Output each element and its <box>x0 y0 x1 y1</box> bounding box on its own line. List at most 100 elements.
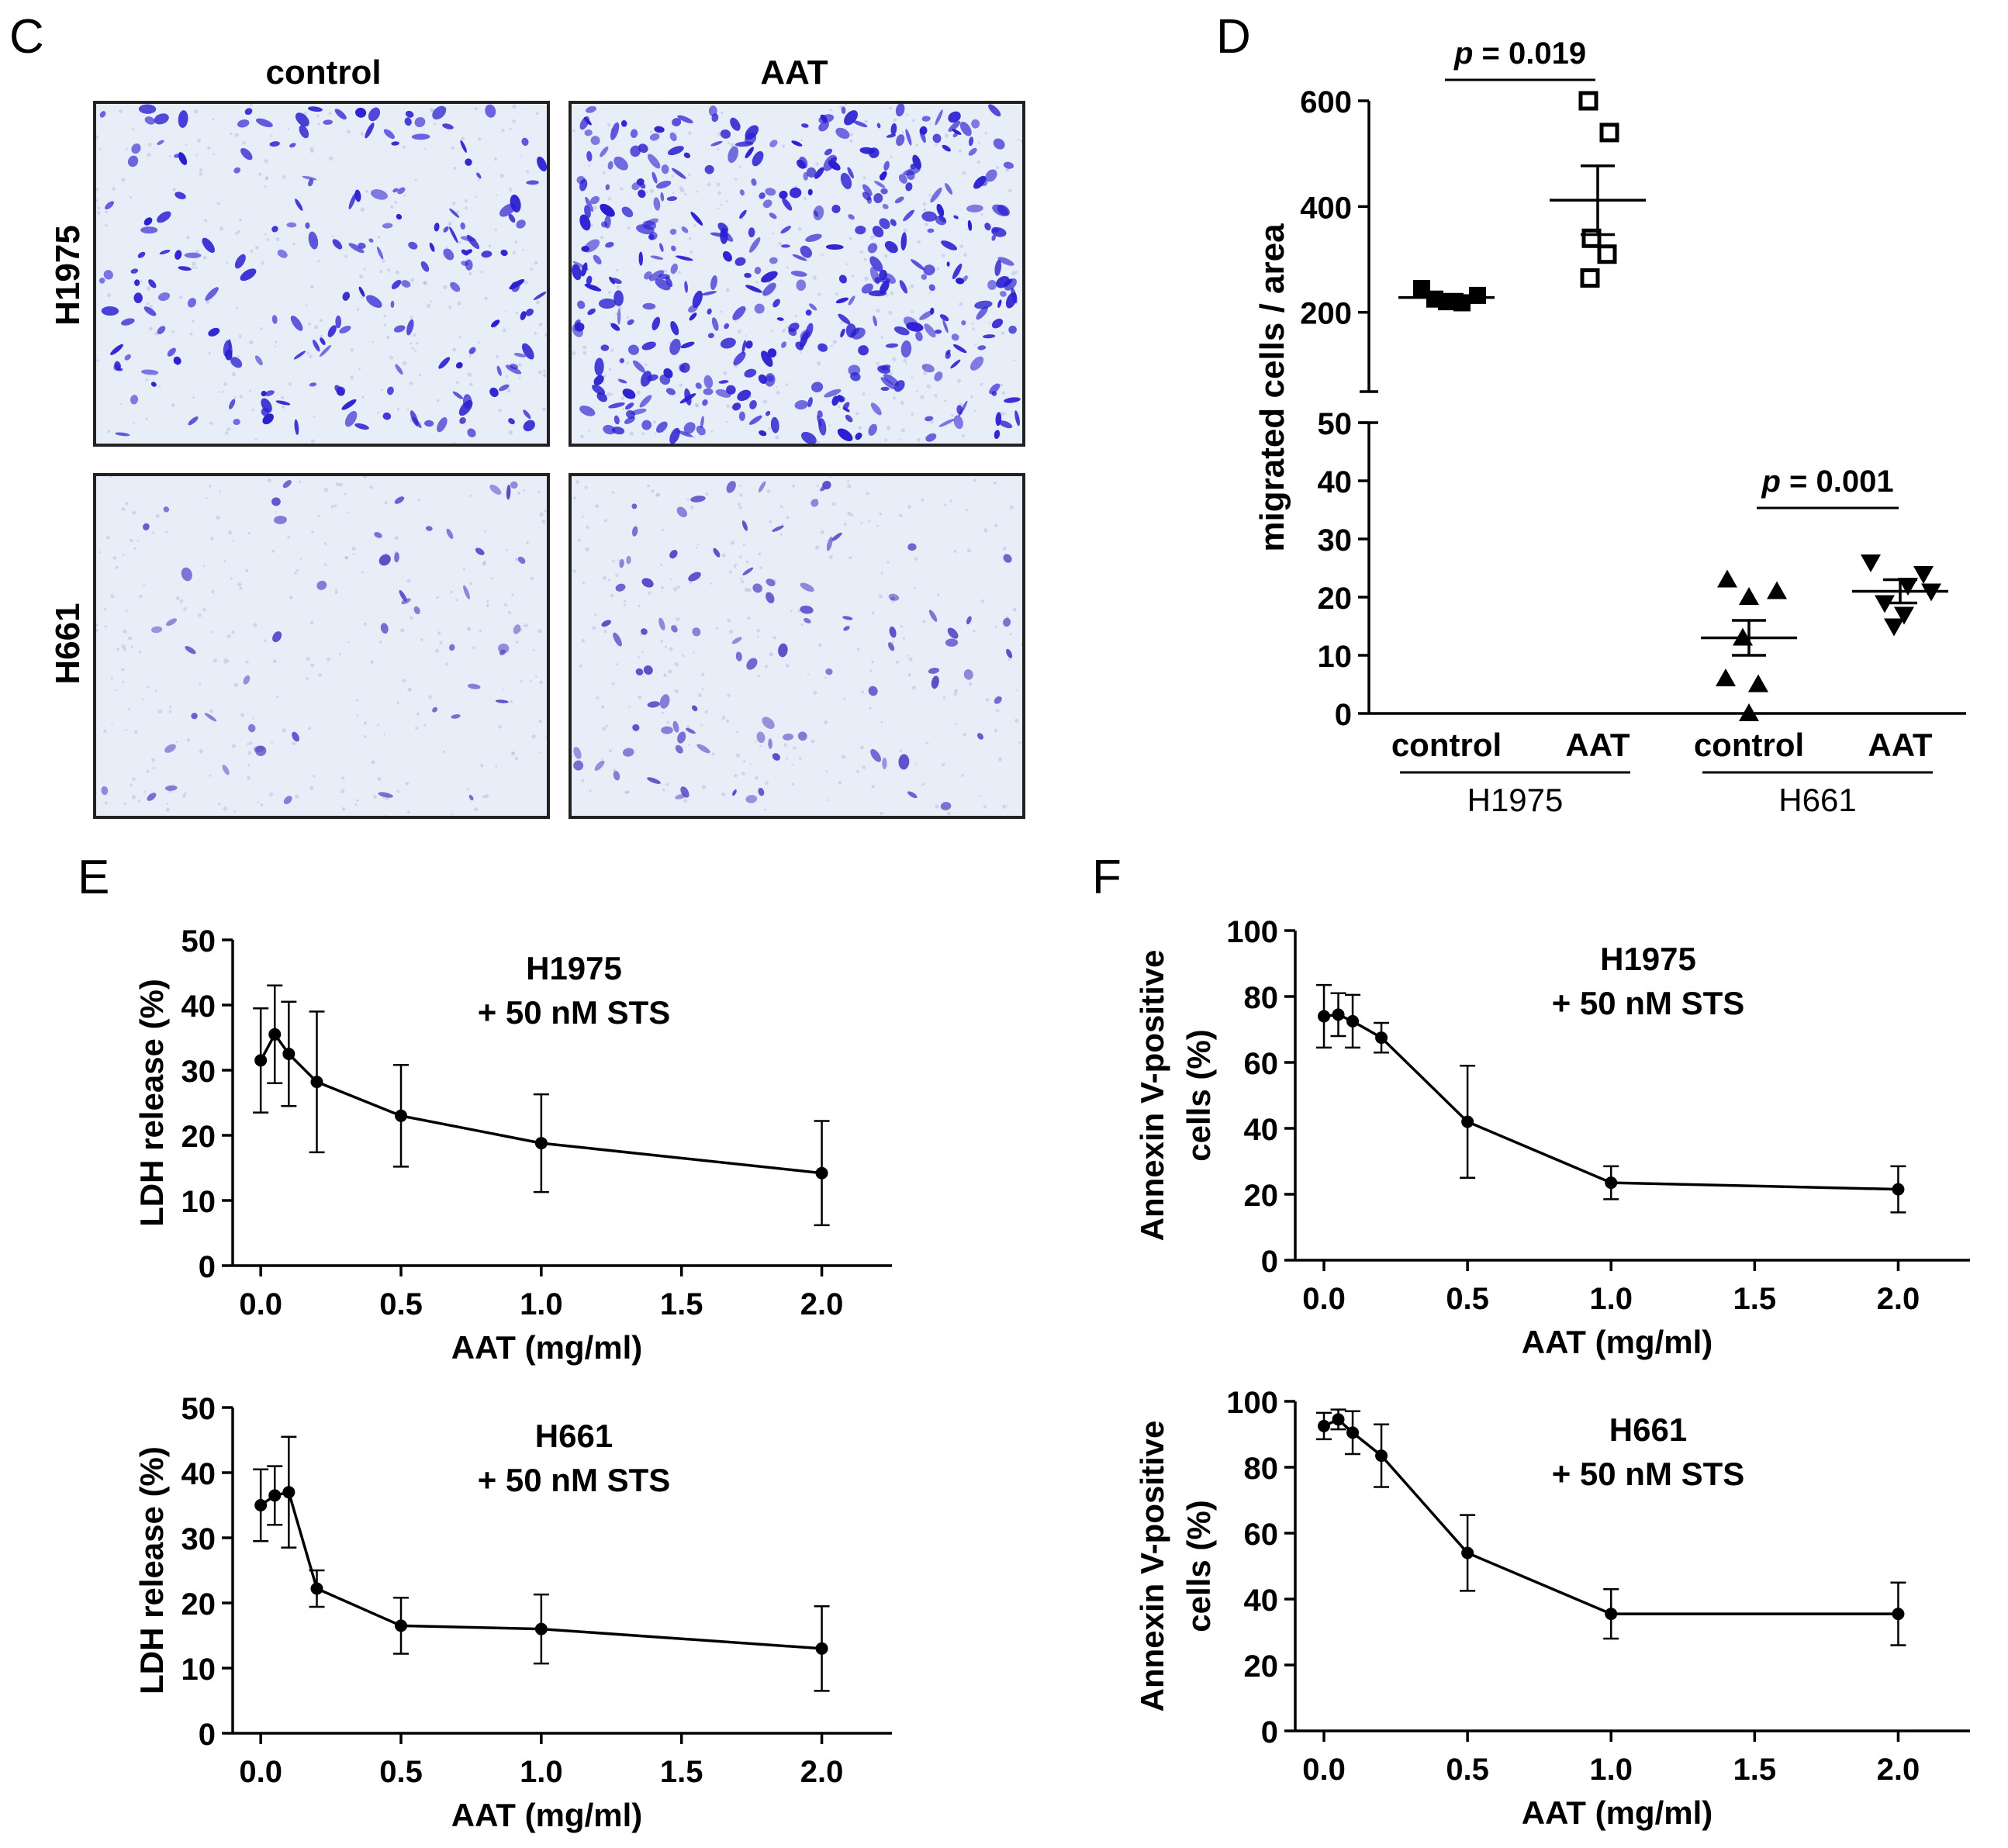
background-speckle <box>345 556 348 559</box>
stained-cell <box>690 212 703 226</box>
stained-cell <box>952 132 959 138</box>
background-speckle <box>889 106 892 110</box>
background-speckle <box>654 432 657 435</box>
stained-cell <box>820 114 828 123</box>
stained-cell <box>230 357 243 368</box>
stained-cell <box>745 147 754 159</box>
background-speckle <box>363 622 367 626</box>
background-speckle <box>859 250 863 254</box>
background-speckle <box>386 335 390 340</box>
background-speckle <box>472 646 475 650</box>
background-speckle <box>820 530 824 534</box>
background-speckle <box>530 679 532 682</box>
background-speckle <box>520 155 523 157</box>
background-speckle <box>185 143 188 147</box>
background-speckle <box>502 688 505 691</box>
background-speckle <box>603 630 607 634</box>
stained-cell <box>994 260 1002 276</box>
stained-cell <box>178 110 188 128</box>
stained-cell <box>120 318 135 326</box>
background-speckle <box>526 170 530 174</box>
stained-cell <box>619 358 625 364</box>
stained-cell <box>382 412 392 420</box>
stained-cell <box>98 278 105 284</box>
stained-cell <box>899 280 908 294</box>
background-speckle <box>309 620 314 625</box>
background-speckle <box>415 341 419 345</box>
background-speckle <box>817 643 822 648</box>
stained-cell <box>159 249 171 255</box>
stained-cell <box>523 420 535 432</box>
stained-cell <box>460 236 476 242</box>
stained-cell <box>605 184 610 191</box>
y-tick-label: 30 <box>181 1055 216 1089</box>
background-speckle <box>373 795 378 800</box>
stained-cell <box>413 606 420 615</box>
background-speckle <box>686 725 690 729</box>
background-speckle <box>131 795 137 800</box>
background-speckle <box>107 293 112 298</box>
background-speckle <box>731 541 735 545</box>
background-speckle <box>274 510 277 513</box>
stained-cell <box>702 399 708 406</box>
background-speckle <box>280 396 285 399</box>
background-speckle <box>735 753 741 758</box>
background-speckle <box>123 802 126 805</box>
background-speckle <box>430 300 432 302</box>
stained-cell <box>579 178 588 192</box>
background-speckle <box>993 482 997 485</box>
stained-cell <box>895 103 905 117</box>
background-speckle <box>800 623 804 627</box>
stained-cell <box>508 418 515 425</box>
background-speckle <box>149 304 154 309</box>
background-speckle <box>864 119 869 124</box>
background-speckle <box>154 689 157 693</box>
x-tick-label: 1.5 <box>1733 1282 1777 1316</box>
stained-cell <box>613 415 620 425</box>
stained-cell <box>807 396 813 408</box>
stained-cell <box>517 556 526 565</box>
background-speckle <box>498 725 502 729</box>
stained-cell <box>184 252 202 258</box>
stained-cell <box>455 361 463 369</box>
background-speckle <box>715 627 718 630</box>
stained-cell <box>434 223 440 232</box>
background-speckle <box>482 562 486 566</box>
stained-cell <box>905 129 912 146</box>
background-speckle <box>869 669 873 672</box>
stained-cell <box>344 410 358 427</box>
background-speckle <box>467 788 470 790</box>
stained-cell <box>696 744 710 754</box>
background-speckle <box>213 153 216 156</box>
background-speckle <box>95 623 98 627</box>
stained-cell <box>476 172 482 179</box>
stained-cell <box>942 320 949 333</box>
background-speckle <box>239 333 241 337</box>
stained-cell <box>368 238 374 243</box>
y-tick-label: 50 <box>181 924 216 959</box>
background-speckle <box>403 361 407 366</box>
background-speckle <box>364 721 368 725</box>
stained-cell <box>277 249 288 258</box>
stained-cell <box>728 146 739 164</box>
background-speckle <box>584 485 588 489</box>
background-speckle <box>660 563 663 567</box>
background-speckle <box>288 382 292 386</box>
background-speckle <box>182 608 185 611</box>
stained-cell <box>921 274 928 280</box>
background-speckle <box>972 327 975 331</box>
stained-cell <box>173 356 181 365</box>
background-speckle <box>725 420 728 423</box>
stained-cell <box>903 209 915 222</box>
background-speckle <box>451 813 454 816</box>
stained-cell <box>921 364 935 373</box>
background-speckle <box>905 362 907 365</box>
stained-cell <box>489 484 502 495</box>
data-point <box>1599 123 1619 143</box>
stained-cell <box>848 364 861 376</box>
background-speckle <box>862 176 866 180</box>
data-point <box>1580 268 1600 288</box>
background-speckle <box>835 292 838 296</box>
y-tick-label: 30 <box>1318 523 1353 558</box>
y-tick-label: 40 <box>181 1457 216 1491</box>
